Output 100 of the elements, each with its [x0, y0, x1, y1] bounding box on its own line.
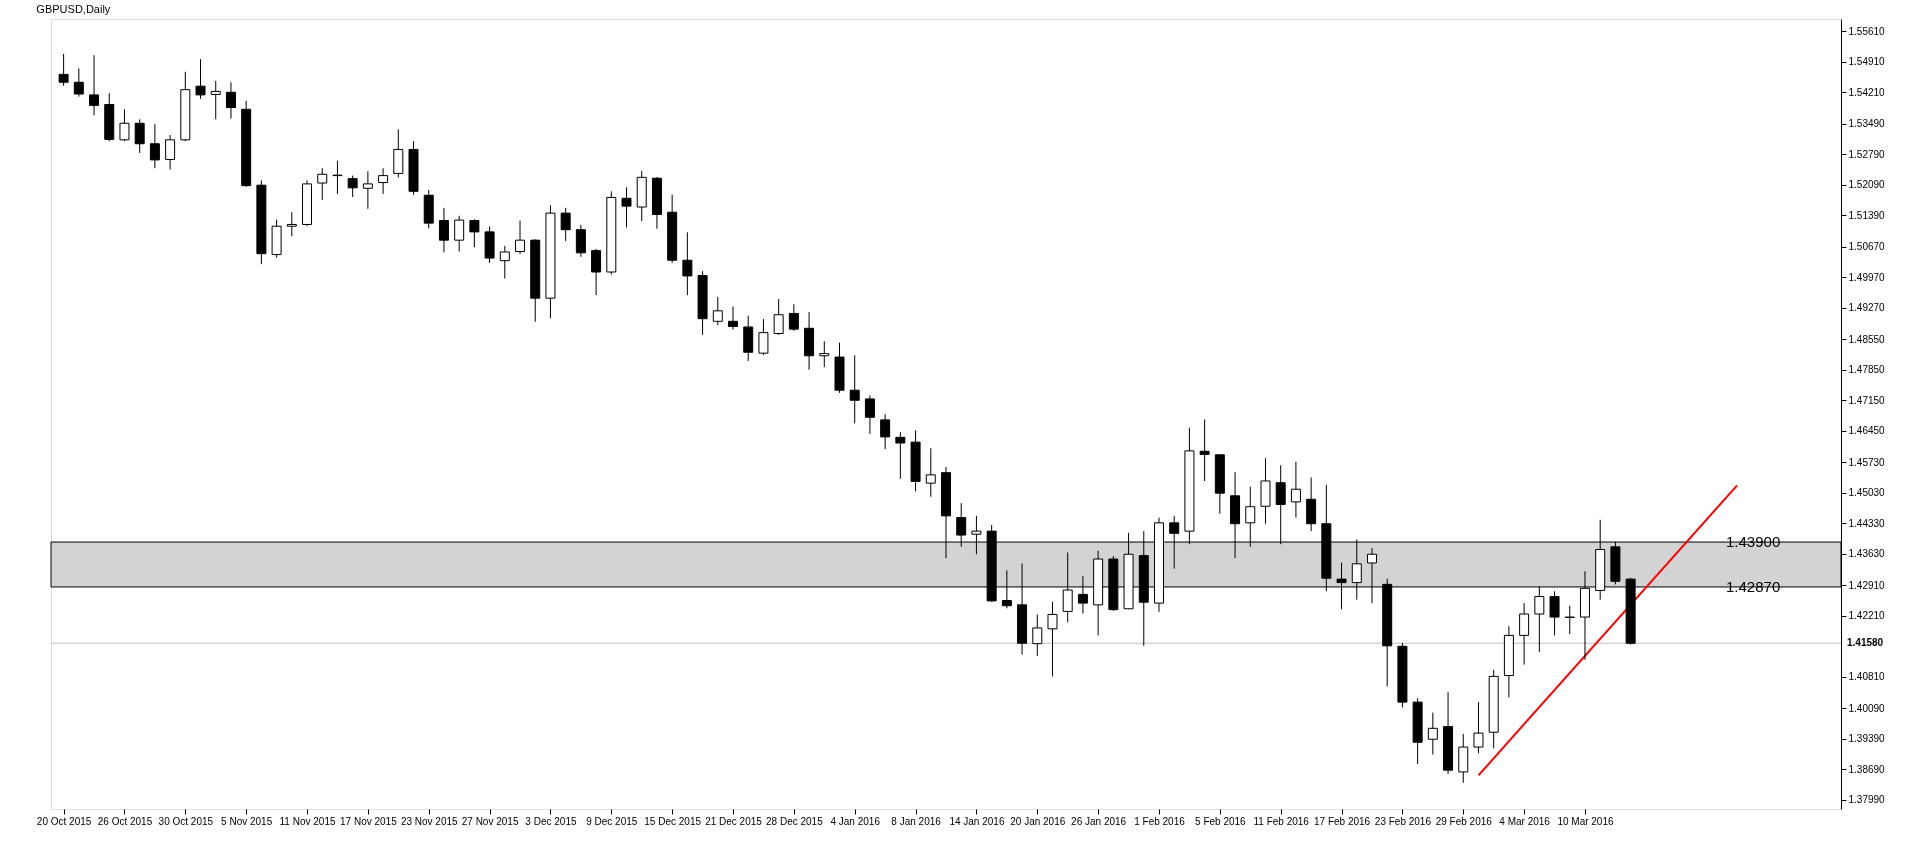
candlestick — [773, 298, 784, 336]
y-tick-label: 1.42210 — [1848, 610, 1886, 622]
annotation: 1.42870 — [1726, 577, 1781, 595]
x-tick-label: 23 Nov 2015 — [400, 815, 459, 827]
candlestick — [728, 305, 739, 331]
candlestick — [469, 218, 480, 248]
x-tick-label: 21 Dec 2015 — [705, 815, 763, 827]
candlestick — [438, 207, 449, 253]
candlestick — [58, 53, 69, 87]
x-tick-label: 8 Jan 2016 — [891, 815, 942, 827]
y-tick-label: 1.40090 — [1848, 702, 1886, 714]
x-tick-label: 5 Nov 2015 — [221, 815, 273, 827]
x-tick-label: 17 Feb 2016 — [1313, 815, 1371, 827]
x-tick-label: 20 Oct 2015 — [36, 815, 92, 827]
candlestick — [286, 211, 297, 237]
x-tick-label: 5 Feb 2016 — [1195, 815, 1247, 827]
annotation: 1.43900 — [1726, 533, 1781, 551]
y-tick-label: 1.39390 — [1848, 733, 1886, 745]
y-tick-label: 1.46450 — [1848, 425, 1886, 437]
candlestick — [393, 128, 404, 178]
candlestick — [378, 167, 389, 195]
candlestick — [317, 167, 328, 201]
x-tick-label: 14 Jan 2016 — [949, 815, 1005, 827]
candlestick — [788, 303, 799, 332]
candlestick — [195, 58, 206, 100]
candlestick — [895, 431, 906, 480]
candlestick — [819, 340, 830, 368]
candlestick — [210, 80, 221, 120]
candlestick — [1549, 590, 1560, 636]
candlestick — [1519, 602, 1530, 666]
y-tick-label: 1.52790 — [1848, 148, 1886, 160]
x-tick-label: 9 Dec 2015 — [586, 815, 638, 827]
chart-title: GBPUSD,Daily — [36, 3, 111, 15]
candlestick — [362, 170, 373, 210]
candlestick — [864, 394, 875, 435]
candlestick — [134, 118, 145, 154]
candlestick — [89, 54, 100, 116]
y-tick-label: 1.47850 — [1848, 364, 1886, 376]
x-tick-label: 27 Nov 2015 — [461, 815, 519, 827]
candlestick — [73, 67, 84, 98]
x-tick-label: 4 Jan 2016 — [830, 815, 881, 827]
candlestick — [880, 413, 891, 450]
candlestick — [591, 248, 602, 296]
candlestick — [575, 224, 586, 258]
candlestick — [515, 220, 526, 255]
candlestick — [849, 354, 860, 424]
y-tick-label: 1.45030 — [1848, 487, 1886, 499]
y-tick-label: 1.42910 — [1848, 579, 1886, 591]
candlestick — [149, 123, 160, 169]
x-tick-label: 26 Jan 2016 — [1071, 815, 1127, 827]
y-tick-label: 1.51390 — [1848, 209, 1886, 221]
candlestick — [165, 134, 176, 170]
x-tick-label: 3 Dec 2015 — [525, 815, 577, 827]
y-tick-label: 1.45730 — [1848, 456, 1886, 468]
y-tick-label: 1.49270 — [1848, 302, 1886, 314]
x-tick-label: 20 Jan 2016 — [1010, 815, 1066, 827]
y-tick-label: 1.53490 — [1848, 118, 1886, 130]
y-tick-label: 1.47150 — [1848, 394, 1886, 406]
candlestick — [119, 108, 130, 142]
x-tick-label: 11 Nov 2015 — [279, 815, 336, 827]
candlestick — [621, 186, 632, 229]
x-tick-label: 29 Feb 2016 — [1435, 815, 1493, 827]
candlestick — [1427, 712, 1438, 755]
y-tick-label: 1.44330 — [1848, 517, 1886, 529]
y-tick-label: 1.55610 — [1848, 25, 1886, 37]
candlestick — [499, 245, 510, 280]
candlestick — [1473, 701, 1484, 754]
candlestick — [925, 447, 936, 498]
y-tick-label: 1.54910 — [1848, 56, 1886, 68]
y-tick-label: 1.40810 — [1848, 671, 1886, 683]
x-tick-label: 23 Feb 2016 — [1374, 815, 1432, 827]
candlestick — [225, 81, 236, 119]
candlestick — [1199, 418, 1210, 482]
candlestick — [560, 207, 571, 242]
x-tick-label: 17 Nov 2015 — [340, 815, 398, 827]
y-tick-label: 1.49970 — [1848, 271, 1886, 283]
x-tick-label: 15 Dec 2015 — [644, 815, 702, 827]
x-tick-label: 11 Feb 2016 — [1253, 815, 1310, 827]
x-tick-label: 26 Oct 2015 — [97, 815, 153, 827]
y-tick-label: 1.48550 — [1848, 333, 1886, 345]
x-tick-label: 28 Dec 2015 — [766, 815, 824, 827]
y-tick-label: 1.43630 — [1848, 548, 1886, 560]
candlestick — [347, 175, 358, 198]
x-tick-label: 1 Feb 2016 — [1134, 815, 1186, 827]
candlestick — [1290, 461, 1301, 519]
ref-line-label: 1.41580 — [1847, 637, 1884, 649]
y-tick-label: 1.38690 — [1848, 763, 1886, 775]
candlestick — [712, 296, 723, 326]
candlestick — [454, 215, 465, 253]
x-tick-label: 4 Mar 2016 — [1499, 815, 1551, 827]
candlestick — [682, 231, 693, 296]
y-tick-label: 1.50670 — [1848, 241, 1886, 253]
y-tick-label: 1.52090 — [1848, 179, 1886, 191]
candlestick — [1047, 601, 1058, 677]
y-tick-label: 1.54210 — [1848, 86, 1886, 98]
candlestick — [1564, 605, 1575, 635]
x-tick-label: 30 Oct 2015 — [158, 815, 214, 827]
y-tick-label: 1.37990 — [1848, 794, 1886, 806]
candlestick — [758, 318, 769, 356]
x-tick-label: 10 Mar 2016 — [1557, 815, 1614, 827]
